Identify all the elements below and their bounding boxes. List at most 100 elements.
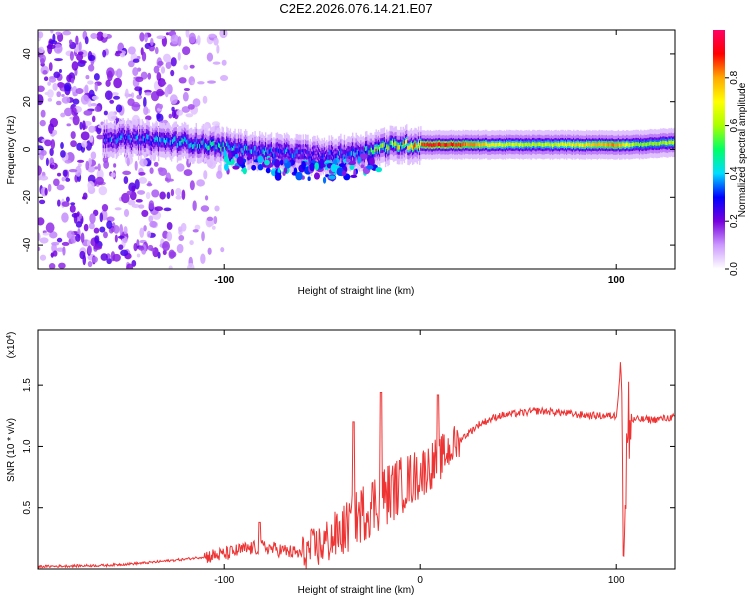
ridge-cell [155,135,157,141]
y-tick-label: 1.5 [22,378,33,392]
noise-cell [56,91,62,98]
ridge-cell [200,143,202,149]
ridge-cell [367,149,369,155]
ridge-cell [165,140,167,145]
noise-cell [93,245,102,250]
noise-cell [91,95,99,100]
ridge-cell [484,142,487,146]
ridge-cell [610,142,613,147]
ridge-cell [515,142,517,146]
ridge-cell [173,137,175,142]
ridge-cell [299,149,301,155]
ridge-cell [257,150,260,156]
noise-cell [100,253,108,261]
noise-cell [107,111,117,122]
ridge-cell [290,152,293,158]
ridge-cell [455,142,457,147]
noise-cell [76,211,80,217]
ridge-cell [420,141,422,146]
ridge-cell [618,143,621,148]
noise-cell [45,222,55,233]
ridge-cell [357,150,360,156]
ridge-cell [594,142,596,147]
noise-cell [107,70,113,82]
noise-cell [56,237,63,243]
ridge-cell [544,142,547,147]
noise-cell [110,172,116,178]
ridge-cell [287,148,289,154]
ridge-blob [348,160,357,166]
noise-cell [166,191,171,200]
noise-cell [103,231,108,239]
ridge-cell [127,133,129,138]
ridge-cell [249,149,252,155]
ridge-cell [188,144,190,149]
ridge-cell [364,146,367,151]
ridge-cell [542,143,544,148]
ridge-cell [194,141,196,147]
x-tick-label: 0 [417,575,423,586]
ridge-cell [159,137,161,142]
noise-cell [147,72,152,80]
ridge-cell [170,142,173,147]
ridge-cell [621,143,623,148]
ridge-cell [310,156,313,162]
noise-cell [71,107,77,117]
ridge-cell [574,143,576,148]
noise-cell [47,183,52,192]
noise-cell [135,198,143,203]
noise-cell [71,61,79,71]
noise-cell [163,53,171,63]
ridge-blob [283,167,288,174]
ridge-cell [437,142,440,147]
ridge-cell [637,142,640,147]
ridge-cell [442,142,444,147]
ridge-cell [116,138,119,143]
ridge-cell [549,143,551,148]
ridge-cell [587,143,589,148]
ridge-blob [295,171,303,181]
ridge-cell [105,138,107,144]
ridge-cell [268,149,270,155]
ridge-cell [187,139,189,145]
noise-cell [156,35,166,40]
ridge-cell [606,142,608,147]
ridge-cell [253,150,255,155]
ridge-cell [642,143,644,147]
ridge-cell [480,143,482,147]
noise-cell [187,262,195,269]
ridge-cell [506,142,508,146]
noise-cell [187,103,195,110]
ridge-cell [513,142,515,147]
noise-cell [206,52,214,62]
noise-cell [61,93,65,97]
ridge-cell [136,134,139,140]
ridge-cell [108,137,110,143]
noise-cell [44,187,48,196]
ridge-cell [464,142,467,147]
ridge-cell [335,153,337,159]
noise-cell [72,98,80,105]
ridge-cell [382,142,384,148]
ridge-cell [327,157,329,162]
ridge-cell [235,148,237,153]
ridge-cell [379,146,381,152]
noise-cell [138,176,148,184]
noise-cell [83,110,93,116]
noise-cell [61,201,70,207]
ridge-cell [423,142,426,147]
noise-cell [65,196,70,203]
noise-cell [105,79,111,87]
noise-cell [84,36,89,45]
noise-cell [148,215,154,223]
ridge-cell [446,142,448,147]
ridge-cell [185,137,187,143]
colorbar-tick-label: 0.8 [729,70,740,84]
noise-cell [48,123,55,134]
ridge-cell [504,143,507,148]
noise-cell [38,232,41,242]
ridge-cell [309,153,312,159]
noise-cell [166,221,173,230]
noise-cell [144,32,149,43]
ridge-cell [498,142,501,147]
